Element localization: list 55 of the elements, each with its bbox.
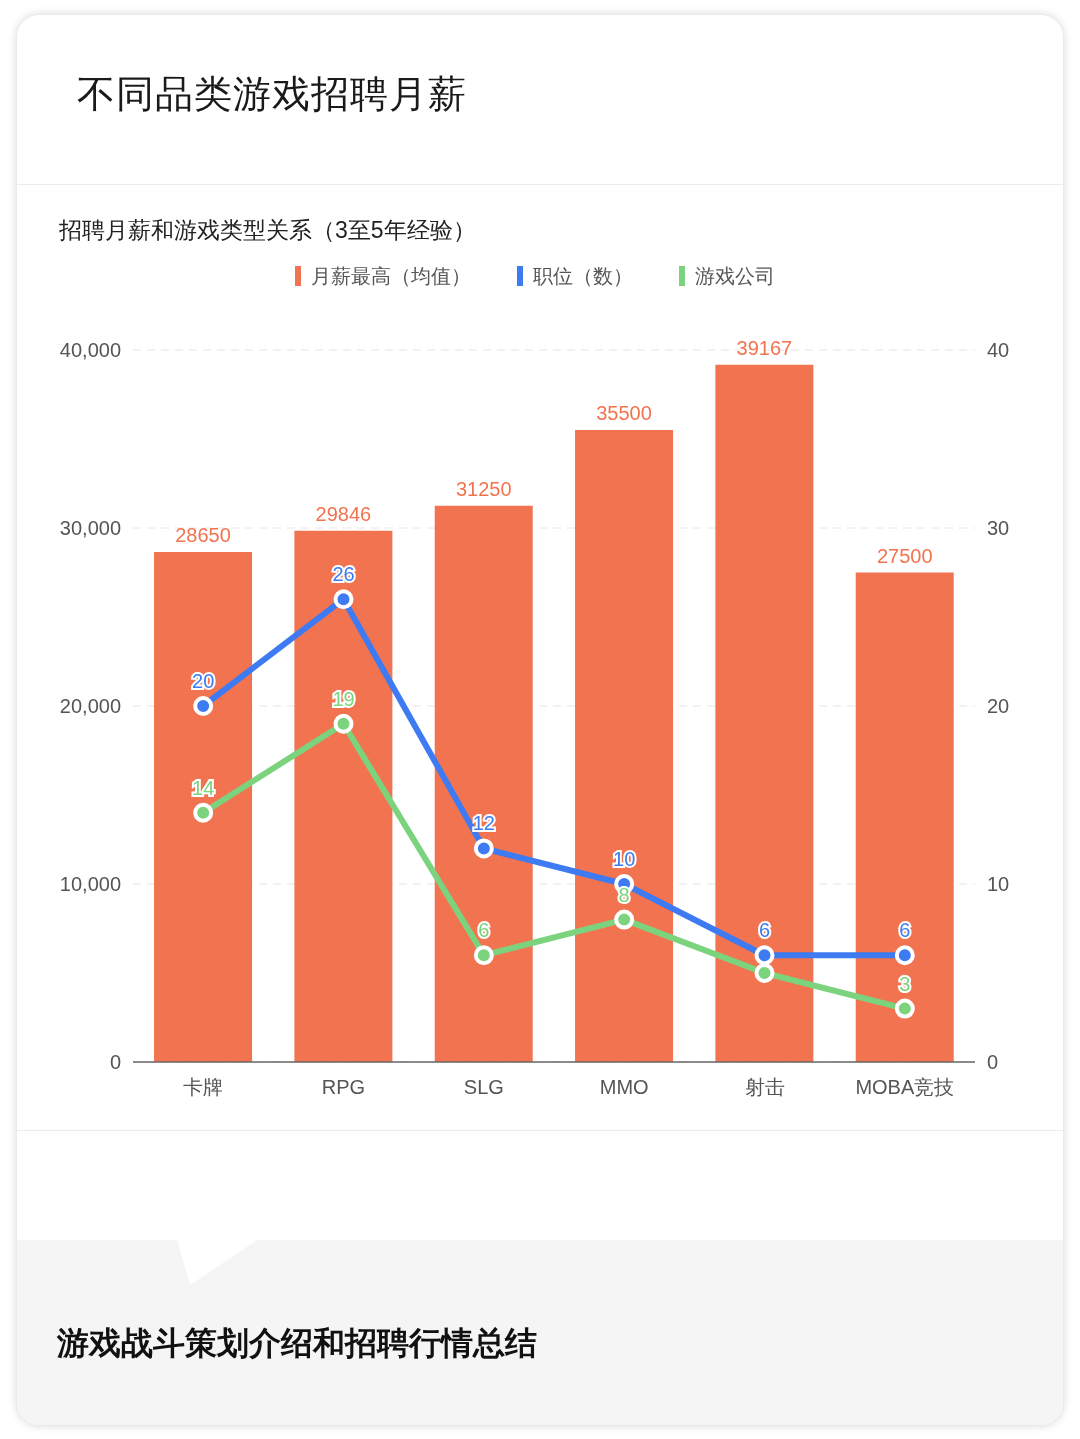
point: [333, 713, 354, 734]
x-tick-label: 射击: [744, 1076, 785, 1099]
y2-tick-label: 20: [987, 695, 1010, 718]
y-tick-label: 0: [109, 1051, 121, 1074]
bar: [855, 572, 954, 1062]
bar: [154, 552, 253, 1062]
bar: [434, 505, 533, 1062]
data-label: 3: [899, 972, 911, 995]
data-label: 14: [192, 776, 215, 799]
legend-label: 职位（数）: [533, 264, 633, 289]
data-label: 39167: [736, 336, 793, 359]
legend-label: 游戏公司: [695, 264, 775, 289]
bar: [715, 364, 814, 1062]
point: [193, 696, 214, 716]
data-label: 6: [758, 919, 771, 942]
y-tick-label: 20,000: [59, 695, 121, 718]
bar: [575, 430, 674, 1062]
data-label: 12: [472, 812, 495, 835]
data-label: 28650: [175, 524, 231, 547]
data-label: 19: [332, 687, 355, 710]
point: [614, 909, 635, 930]
point: [473, 945, 494, 966]
bar: [294, 530, 393, 1062]
point: [894, 945, 915, 966]
data-label: 29846: [315, 502, 372, 525]
x-tick-label: MOBA竞技: [855, 1076, 955, 1099]
data-label: 35500: [596, 402, 652, 425]
point: [754, 963, 775, 983]
data-label: 6: [899, 919, 911, 942]
y-tick-label: 30,000: [59, 517, 121, 540]
text: 游戏战斗策划介绍和招聘行情总结: [57, 1324, 537, 1363]
chart-subtitle: 招聘月薪和游戏类型关系（3至5年经验）: [59, 216, 476, 245]
data-label: 27500: [876, 544, 933, 567]
y-tick-label: 10,000: [59, 873, 121, 896]
y2-tick-label: 10: [987, 873, 1010, 896]
point: [333, 589, 354, 610]
data-label: 6: [478, 919, 490, 942]
x-tick-label: SLG: [463, 1076, 504, 1099]
point: [473, 838, 494, 859]
x-tick-label: MMO: [599, 1076, 649, 1099]
data-label: 20: [192, 670, 215, 692]
legend-label: 月薪最高（均值）: [311, 264, 471, 289]
y-tick-label: 40,000: [59, 339, 121, 362]
y2-tick-label: 40: [987, 339, 1010, 362]
point: [894, 998, 915, 1019]
point: [754, 945, 775, 966]
x-tick-label: 卡牌: [183, 1076, 224, 1099]
y2-tick-label: 0: [987, 1051, 999, 1074]
data-label: 31250: [455, 477, 512, 500]
y2-tick-label: 30: [987, 517, 1010, 540]
chart-title: 不同品类游戏招聘月薪: [77, 72, 467, 117]
data-label: 26: [332, 563, 355, 586]
x-tick-label: RPG: [321, 1076, 366, 1099]
data-label: 10: [613, 848, 636, 870]
point: [193, 802, 214, 823]
